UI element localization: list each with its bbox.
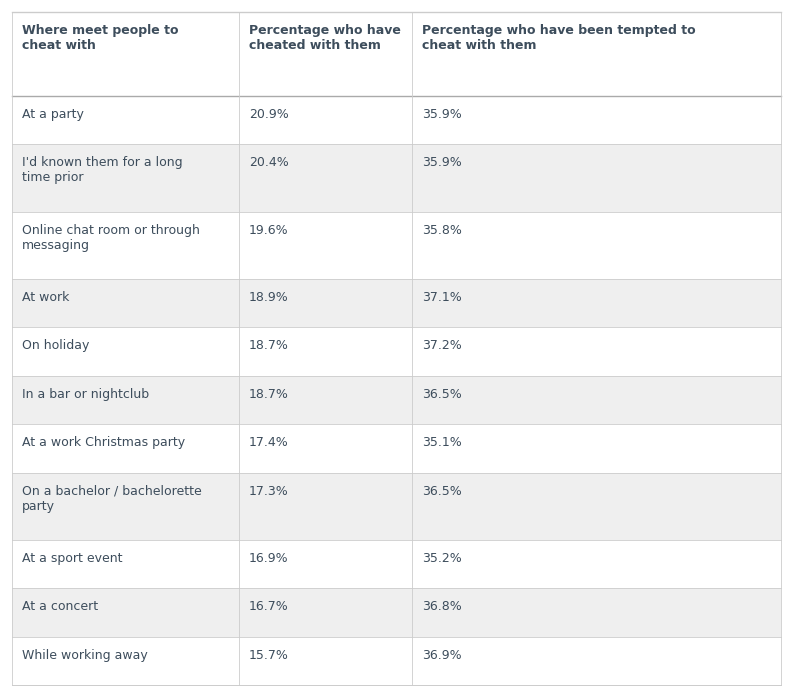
Bar [412,12,781,96]
Bar [412,328,781,376]
Bar [412,636,781,685]
Bar [412,144,781,212]
Text: 17.3%: 17.3% [249,484,289,498]
Bar [12,212,239,279]
Text: I'd known them for a long
time prior: I'd known them for a long time prior [22,157,182,185]
Text: 20.9%: 20.9% [249,108,289,121]
Bar [12,376,239,424]
Text: At work: At work [22,291,69,304]
Text: 35.1%: 35.1% [422,436,462,449]
Bar [12,636,239,685]
Text: Online chat room or through
messaging: Online chat room or through messaging [22,224,200,252]
Bar [239,540,412,588]
Bar [12,279,239,328]
Text: At a party: At a party [22,108,84,121]
Text: Percentage who have been tempted to
cheat with them: Percentage who have been tempted to chea… [422,24,695,52]
Text: 15.7%: 15.7% [249,649,289,661]
Text: 18.7%: 18.7% [249,339,289,353]
Text: 18.7%: 18.7% [249,388,289,401]
Bar [239,212,412,279]
Bar [239,424,412,473]
Bar [12,473,239,540]
Bar [239,279,412,328]
Text: In a bar or nightclub: In a bar or nightclub [22,388,149,401]
Bar [412,376,781,424]
Bar [412,279,781,328]
Bar [12,424,239,473]
Text: 36.9%: 36.9% [422,649,462,661]
Text: 35.9%: 35.9% [422,108,462,121]
Bar [239,376,412,424]
Text: 36.5%: 36.5% [422,388,462,401]
Text: Where meet people to
cheat with: Where meet people to cheat with [22,24,178,52]
Text: 36.5%: 36.5% [422,484,462,498]
Text: 18.9%: 18.9% [249,291,289,304]
Bar [12,144,239,212]
Bar [412,212,781,279]
Text: At a sport event: At a sport event [22,552,122,565]
Text: Percentage who have
cheated with them: Percentage who have cheated with them [249,24,400,52]
Bar [239,144,412,212]
Bar [239,328,412,376]
Bar [12,588,239,636]
Text: 36.8%: 36.8% [422,600,462,613]
Bar [239,12,412,96]
Bar [12,96,239,144]
Text: On a bachelor / bachelorette
party: On a bachelor / bachelorette party [22,484,201,512]
Bar [239,588,412,636]
Text: 35.9%: 35.9% [422,157,462,169]
Bar [412,96,781,144]
Bar [239,96,412,144]
Text: At a concert: At a concert [22,600,98,613]
Text: 16.7%: 16.7% [249,600,289,613]
Text: 35.8%: 35.8% [422,224,462,237]
Text: 37.1%: 37.1% [422,291,462,304]
Bar [412,540,781,588]
Bar [12,328,239,376]
Text: 19.6%: 19.6% [249,224,289,237]
Text: 17.4%: 17.4% [249,436,289,449]
Text: At a work Christmas party: At a work Christmas party [22,436,185,449]
Text: While working away: While working away [22,649,147,661]
Text: On holiday: On holiday [22,339,90,353]
Text: 16.9%: 16.9% [249,552,289,565]
Bar [12,540,239,588]
Text: 37.2%: 37.2% [422,339,462,353]
Text: 35.2%: 35.2% [422,552,462,565]
Bar [239,636,412,685]
Bar [412,473,781,540]
Bar [12,12,239,96]
Text: 20.4%: 20.4% [249,157,289,169]
Bar [412,588,781,636]
Bar [239,473,412,540]
Bar [412,424,781,473]
